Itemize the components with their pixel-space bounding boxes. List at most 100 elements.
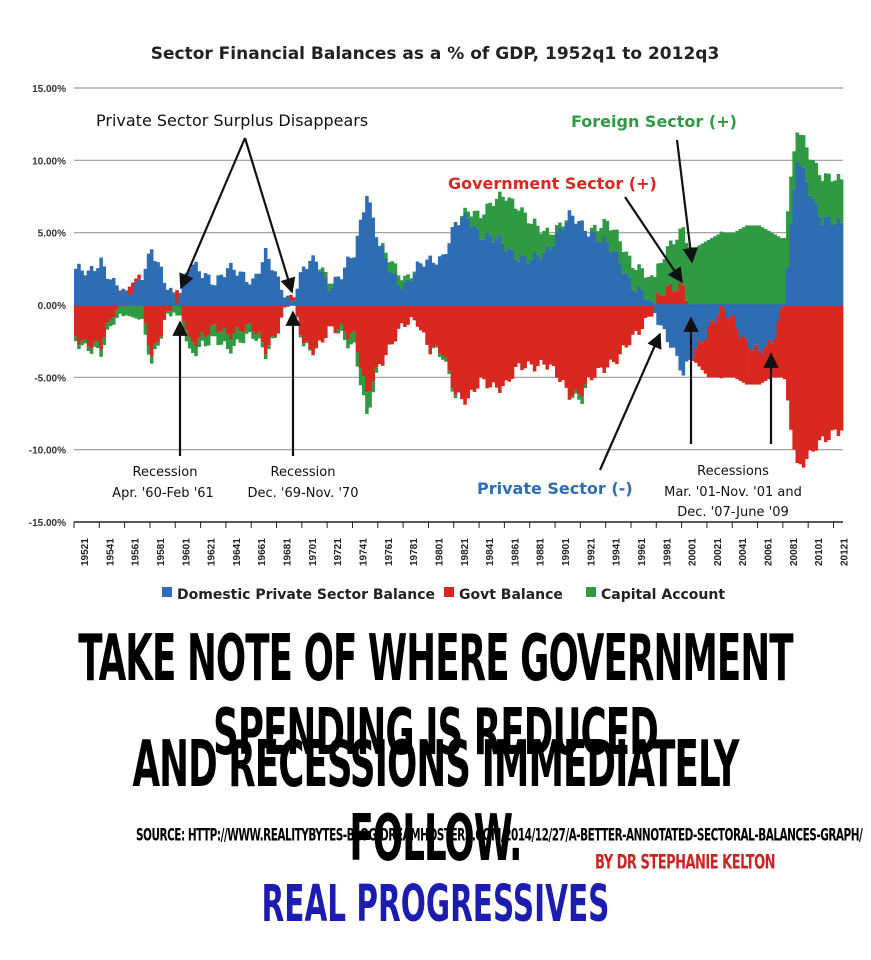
bar-segment xyxy=(216,275,220,305)
bar-segment xyxy=(311,255,315,305)
bar-segment xyxy=(437,353,442,357)
bar-segment xyxy=(697,245,701,305)
bar-segment xyxy=(488,235,493,305)
source-citation: Source: http://www.realitybytes-blog.dre… xyxy=(136,826,863,846)
bar-segment xyxy=(244,324,249,334)
bar-segment xyxy=(466,305,470,399)
bar-segment xyxy=(80,305,84,341)
bar-segment xyxy=(320,267,325,272)
bar-segment xyxy=(92,305,97,342)
bar-segment xyxy=(267,305,271,346)
bar-segment xyxy=(668,305,673,348)
bar-segment xyxy=(773,338,777,378)
bar-segment xyxy=(396,284,401,305)
bar-segment xyxy=(235,275,239,305)
bar-segment xyxy=(387,262,391,271)
bar-segment xyxy=(260,305,265,343)
bar-segment xyxy=(314,305,319,349)
bar-segment xyxy=(336,305,341,330)
bar-segment xyxy=(146,253,151,305)
x-tick-label: 19521 xyxy=(80,538,91,566)
bar-segment xyxy=(346,256,350,305)
bar-segment xyxy=(656,263,660,293)
bar-segment xyxy=(168,311,173,317)
bar-segment xyxy=(146,305,151,346)
bar-segment xyxy=(232,269,236,305)
bar-segment xyxy=(763,305,768,347)
bar-segment xyxy=(624,273,629,305)
bar-segment xyxy=(77,344,81,350)
bar-segment xyxy=(263,305,268,355)
bar-segment xyxy=(827,173,831,218)
bar-segment xyxy=(355,235,360,305)
bar-segment xyxy=(377,305,382,365)
bar-segment xyxy=(833,305,838,430)
bar-segment xyxy=(820,180,825,225)
bar-segment xyxy=(111,317,116,325)
bar-segment xyxy=(491,305,496,383)
bar-segment xyxy=(460,215,464,219)
bar-segment xyxy=(551,234,556,246)
bar-segment xyxy=(159,266,163,305)
bar-segment xyxy=(450,227,455,305)
bars xyxy=(74,132,844,468)
bar-segment xyxy=(561,305,565,380)
bar-segment xyxy=(213,324,217,337)
bar-segment xyxy=(96,305,100,342)
bar-segment xyxy=(545,305,550,370)
bar-segment xyxy=(175,305,179,316)
bar-segment xyxy=(830,305,834,431)
y-tick-label: 10.00% xyxy=(32,156,66,167)
bar-segment xyxy=(744,305,749,340)
bar-segment xyxy=(719,231,724,304)
bar-segment xyxy=(396,305,401,329)
bar-segment xyxy=(792,305,796,450)
bar-segment xyxy=(74,268,78,305)
bar-segment xyxy=(339,305,344,324)
bar-segment xyxy=(596,242,600,305)
bar-segment xyxy=(105,278,110,305)
bar-segment xyxy=(520,207,524,255)
bar-segment xyxy=(422,266,426,305)
bar-segment xyxy=(602,237,607,305)
bar-segment xyxy=(757,225,762,305)
bar-segment xyxy=(305,305,309,341)
bar-segment xyxy=(149,249,154,305)
bar-segment xyxy=(830,224,834,305)
bar-segment xyxy=(330,283,334,288)
bar-segment xyxy=(238,331,243,343)
bar-segment xyxy=(593,232,597,305)
bar-segment xyxy=(456,305,461,393)
bar-segment xyxy=(235,305,239,328)
bar-segment xyxy=(488,202,493,236)
bar-segment xyxy=(706,239,711,305)
bar-segment xyxy=(111,305,116,318)
bar-segment xyxy=(507,305,512,382)
bar-segment xyxy=(615,251,619,305)
bar-segment xyxy=(301,305,306,344)
bar-segment xyxy=(504,305,508,381)
annotation-recessions-3: Recessions xyxy=(697,464,769,479)
bar-segment xyxy=(801,135,806,168)
bar-segment xyxy=(498,235,502,305)
bar-segment xyxy=(817,216,822,305)
bar-segment xyxy=(134,278,138,282)
bar-segment xyxy=(517,305,521,364)
bar-segment xyxy=(725,305,730,319)
bar-segment xyxy=(786,305,790,401)
bar-segment xyxy=(808,159,812,196)
bar-segment xyxy=(396,275,401,285)
bar-segment xyxy=(137,305,141,320)
bar-segment xyxy=(694,247,698,305)
bar-segment xyxy=(659,295,664,305)
bar-segment xyxy=(561,226,565,231)
bar-segment xyxy=(656,305,660,325)
bar-segment xyxy=(757,350,762,385)
bar-segment xyxy=(475,305,480,389)
bar-segment xyxy=(361,305,366,377)
bar-segment xyxy=(754,344,758,385)
bar-segment xyxy=(789,305,793,430)
bar-segment xyxy=(289,301,293,305)
bar-segment xyxy=(361,376,366,396)
bar-segment xyxy=(555,232,559,305)
